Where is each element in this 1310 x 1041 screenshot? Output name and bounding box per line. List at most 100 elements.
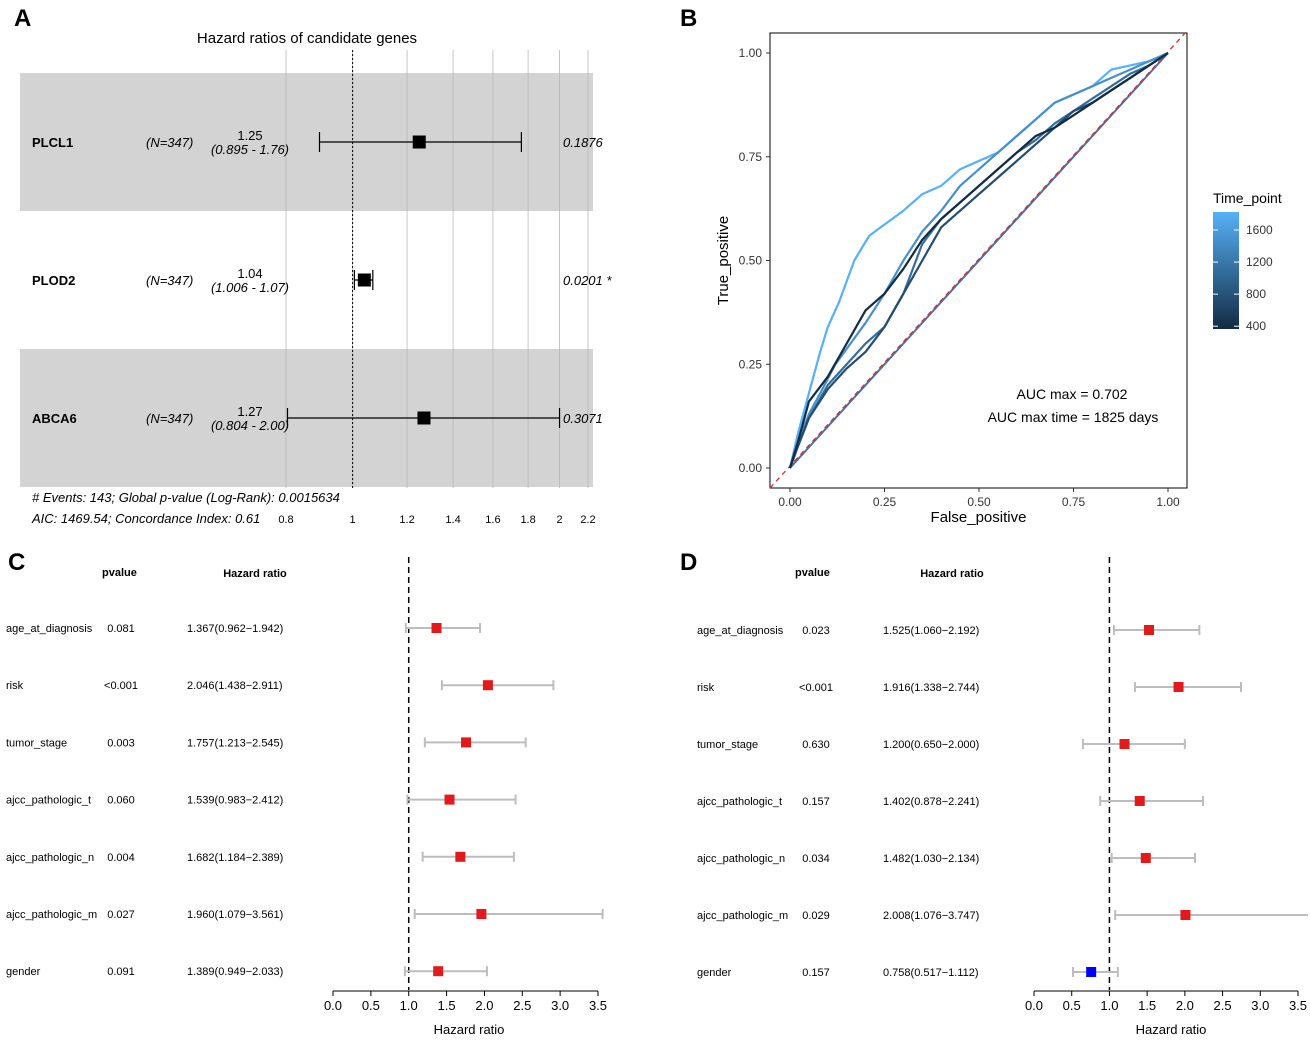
col-header-hr: Hazard ratio xyxy=(920,568,984,580)
pvalue-label: 0.004 xyxy=(107,852,135,864)
x-tick-label: 1.4 xyxy=(445,514,460,526)
x-tick-label: 3.5 xyxy=(589,998,607,1013)
variable-label: ajcc_pathologic_n xyxy=(6,852,94,864)
hr-marker xyxy=(1134,796,1145,806)
variable-label: tumor_stage xyxy=(697,739,758,751)
hr-marker xyxy=(476,909,487,919)
x-tick-label: 2.5 xyxy=(513,998,531,1013)
hr-label: 1.25 xyxy=(237,128,262,143)
hr-label: 1.682(1.184−2.389) xyxy=(187,852,283,864)
hr-label: 1.482(1.030−2.134) xyxy=(883,853,979,865)
x-tick-label: 2.0 xyxy=(1176,998,1194,1013)
hr-label: 1.200(0.650−2.000) xyxy=(883,739,979,751)
footnote-aic: AIC: 1469.54; Concordance Index: 0.61 xyxy=(31,511,260,526)
x-tick-label: 1.0 xyxy=(400,998,418,1013)
panel-label-d: D xyxy=(680,549,697,576)
hr-marker xyxy=(1144,625,1155,635)
hr-label: 0.758(0.517−1.112) xyxy=(883,967,979,979)
x-tick-label: 1 xyxy=(350,514,356,526)
variable-label: ajcc_pathologic_m xyxy=(697,910,788,922)
hr-marker xyxy=(412,135,426,149)
x-tick-label: 1.8 xyxy=(520,514,535,526)
variable-label: risk xyxy=(697,682,715,694)
gene-label: PLOD2 xyxy=(32,273,75,288)
x-tick-label: 3.5 xyxy=(1289,998,1307,1013)
variable-label: ajcc_pathologic_n xyxy=(697,853,785,865)
hr-label: 2.008(1.076−3.747) xyxy=(883,910,979,922)
x-tick-label: 0.5 xyxy=(362,998,380,1013)
x-tick-label: 0.50 xyxy=(967,495,991,509)
variable-label: ajcc_pathologic_t xyxy=(6,795,91,807)
x-tick-label: 3.0 xyxy=(1251,998,1269,1013)
y-axis-label: True_positive xyxy=(715,216,732,306)
pvalue-label: 0.034 xyxy=(802,853,830,865)
gene-label: PLCL1 xyxy=(32,135,73,150)
p-label: 0.1876 xyxy=(563,135,604,150)
x-tick-label: 0.75 xyxy=(1062,495,1086,509)
hr-marker xyxy=(433,966,444,977)
hr-label: 1.916(1.338−2.744) xyxy=(883,682,979,694)
footnote-events: # Events: 143; Global p-value (Log-Rank)… xyxy=(32,490,340,505)
hr-marker xyxy=(357,273,371,287)
legend-tick-label: 800 xyxy=(1246,287,1266,301)
variable-label: ajcc_pathologic_m xyxy=(6,909,97,921)
n-label: (N=347) xyxy=(146,273,193,288)
hr-marker xyxy=(1086,967,1097,977)
pvalue-label: 0.003 xyxy=(107,737,135,749)
hr-marker xyxy=(417,411,431,425)
hr-label: 1.367(0.962−1.942) xyxy=(187,623,283,635)
panel-label-b: B xyxy=(680,5,697,32)
x-tick-label: 0.0 xyxy=(1025,998,1043,1013)
pvalue-label: <0.001 xyxy=(104,680,138,692)
hr-label: 1.960(1.079−3.561) xyxy=(187,909,283,921)
variable-label: gender xyxy=(697,967,732,979)
panel-d-forest: pvalue Hazard ratio age_at_diagnosis 0.023 1… xyxy=(697,557,1308,1037)
x-tick-label: 0.25 xyxy=(873,495,897,509)
hr-marker xyxy=(482,680,493,691)
pvalue-label: 0.157 xyxy=(802,796,830,808)
p-label: 0.0201 * xyxy=(563,273,612,288)
hr-label: 1.402(0.878−2.241) xyxy=(883,796,979,808)
hr-label: 2.046(1.438−2.911) xyxy=(187,680,283,692)
col-header-pvalue: pvalue xyxy=(795,567,830,579)
chart-title: Hazard ratios of candidate genes xyxy=(197,30,417,47)
y-tick-label: 1.00 xyxy=(739,46,763,60)
hr-marker xyxy=(1173,682,1184,692)
hr-label: 1.04 xyxy=(237,266,262,281)
x-axis-label: False_positive xyxy=(931,509,1027,526)
ci-label: (0.895 - 1.76) xyxy=(211,142,289,157)
col-header-hr: Hazard ratio xyxy=(223,568,287,580)
pvalue-label: <0.001 xyxy=(799,682,833,694)
panel-a-forest: Hazard ratios of candidate genes 0.8 1 1.2 1… xyxy=(20,30,612,526)
n-label: (N=347) xyxy=(146,135,193,150)
legend-tick-label: 1200 xyxy=(1246,255,1273,269)
x-tick-label: 2.0 xyxy=(475,998,493,1013)
gene-label: ABCA6 xyxy=(32,411,77,426)
roc-line xyxy=(788,52,1169,469)
hr-marker xyxy=(444,794,455,805)
variable-label: risk xyxy=(6,680,24,692)
auc-time-annotation: AUC max time = 1825 days xyxy=(988,409,1159,425)
x-tick-label: 1.2 xyxy=(399,514,414,526)
col-header-pvalue: pvalue xyxy=(102,567,137,579)
hr-label: 1.27 xyxy=(237,404,262,419)
pvalue-label: 0.029 xyxy=(802,910,830,922)
panel-label-a: A xyxy=(14,5,31,32)
panel-c-forest: pvalue Hazard ratio age_at_diagnosis 0.081 1… xyxy=(6,557,607,1037)
legend-colorbar xyxy=(1213,212,1239,329)
hr-marker xyxy=(1140,853,1151,863)
x-tick-label: 2.5 xyxy=(1214,998,1232,1013)
pvalue-label: 0.630 xyxy=(802,739,830,751)
x-tick-label: 3.0 xyxy=(551,998,569,1013)
legend-tick-label: 1600 xyxy=(1246,223,1273,237)
hr-label: 1.757(1.213−2.545) xyxy=(187,737,283,749)
x-axis-label: Hazard ratio xyxy=(434,1022,505,1037)
legend-tick-label: 400 xyxy=(1246,319,1266,333)
x-tick-label: 0.00 xyxy=(778,495,802,509)
p-label: 0.3071 xyxy=(563,411,603,426)
panel-b-roc: 0.00 0.25 0.50 0.75 1.00 0.00 0.25 0.50 0.75 1.00… xyxy=(715,30,1282,526)
hr-label: 1.539(0.983−2.412) xyxy=(187,795,283,807)
variable-label: age_at_diagnosis xyxy=(6,623,93,635)
panel-label-c: C xyxy=(8,549,25,576)
